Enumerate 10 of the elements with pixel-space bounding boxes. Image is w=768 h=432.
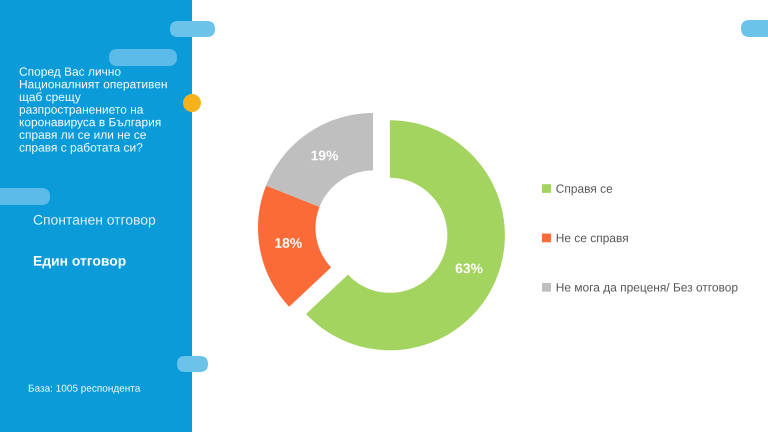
legend-label: Справя се xyxy=(556,184,612,196)
text: Един отговор xyxy=(34,256,126,268)
data-label: 18% xyxy=(275,238,302,248)
text: База: 1005 респондента xyxy=(28,384,140,394)
legend-label: Не се справя xyxy=(556,234,628,245)
data-label: 19% xyxy=(311,150,338,160)
data-label: 63% xyxy=(456,263,483,274)
text: Според Вас лично Националният оперативен щаб срещу разпространението на коронавируса в България справя ли се или не се справя с работата си? xyxy=(20,67,167,154)
text: Спонтанен отговор xyxy=(34,214,156,228)
legend-label: Не мога да преценя/ Без отговор xyxy=(556,282,738,294)
